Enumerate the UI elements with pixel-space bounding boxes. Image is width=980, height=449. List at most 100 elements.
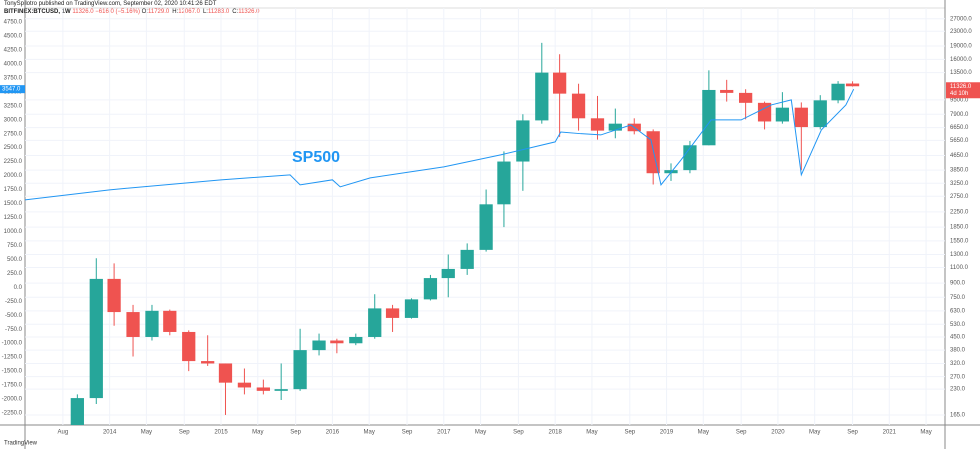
x-tick-label: 2015 (214, 430, 228, 436)
ohlc-value: 11326.0 (238, 9, 260, 15)
candle-body (312, 340, 326, 351)
candle-body (739, 92, 753, 103)
y2-tick-label: 4650.0 (950, 153, 969, 159)
y-tick-label: 750.0 (7, 243, 23, 249)
ohlc-key: H: (172, 9, 179, 15)
y2-tick-label: 1850.0 (950, 225, 969, 231)
candle-body (720, 89, 734, 93)
y-tick-label: -2250.0 (2, 411, 23, 417)
price-tag-bg (946, 82, 980, 99)
y2-tick-label: 23000.0 (950, 29, 972, 35)
candle-body (330, 340, 344, 344)
candle-body (794, 107, 808, 128)
candle-body (831, 83, 845, 101)
y-tick-label: -2000.0 (2, 397, 23, 403)
y-tick-label: 4500.0 (4, 34, 23, 40)
candle-body (89, 278, 103, 399)
candle-body (385, 308, 400, 318)
candle-body (813, 100, 827, 128)
x-tick-label: 2021 (883, 430, 897, 436)
ohlc: O:11729.0 H:12067.0 L:11283.0 C:11326.0 (142, 9, 263, 15)
candle-body (702, 89, 716, 146)
x-tick-label: Sep (290, 430, 301, 436)
y-tick-label: 2750.0 (4, 131, 23, 137)
y-tick-label: -1750.0 (2, 383, 23, 389)
y2-tick-label: 750.0 (950, 295, 966, 301)
candle-body (237, 382, 252, 388)
series-tag-bg (0, 85, 25, 94)
y2-tick-label: 5650.0 (950, 138, 969, 144)
candle-body (535, 72, 549, 121)
ohlc-value: 12067.0 (178, 9, 200, 15)
candle-body (201, 361, 215, 364)
ohlc-value: 11283.0 (207, 9, 230, 15)
axes: 4750.04500.04250.04000.03750.03500.03250… (0, 16, 980, 436)
y-tick-label: 4250.0 (4, 47, 23, 53)
x-tick-label: Sep (179, 430, 190, 436)
candle-body (293, 350, 307, 390)
x-tick-label: Sep (736, 430, 747, 436)
x-tick-label: 2016 (326, 430, 340, 436)
price-tag: 11326.0 (950, 84, 972, 90)
y-tick-label: 250.0 (7, 271, 23, 277)
countdown: 4d 10h (950, 91, 968, 97)
y2-tick-label: 2750.0 (950, 194, 969, 200)
candle-body (571, 93, 586, 119)
y-tick-label: 2000.0 (4, 173, 23, 179)
candle-body (145, 310, 159, 337)
candle-body (757, 102, 772, 122)
y-tick-label: 2250.0 (4, 159, 23, 165)
candle-body (107, 278, 121, 313)
y2-tick-label: 900.0 (950, 281, 966, 287)
x-tick-label: May (920, 430, 931, 436)
ohlc-key: L: (202, 9, 208, 15)
y-tick-label: -1250.0 (2, 355, 23, 361)
candle-body (349, 336, 363, 344)
x-tick-label: 2017 (437, 430, 451, 436)
y-tick-label: -750.0 (5, 327, 23, 333)
x-tick-label: May (586, 430, 597, 436)
last: 11326.0 (72, 9, 94, 15)
candle-body (497, 161, 511, 205)
y2-tick-label: 1300.0 (950, 252, 969, 258)
x-tick-label: Sep (402, 430, 413, 436)
candle-body (70, 398, 84, 425)
x-tick-label: May (363, 430, 374, 436)
plot (25, 42, 860, 425)
y2-tick-label: 3850.0 (950, 168, 969, 174)
y2-tick-label: 450.0 (950, 335, 966, 341)
x-tick-label: Aug (58, 430, 69, 436)
candle-body (218, 363, 233, 383)
ohlc-key: O: (141, 9, 148, 15)
sp500-line (25, 88, 855, 201)
y-tick-label: 3250.0 (4, 103, 23, 109)
symbol-line: BITFINEX:BTCUSD, 1W 11326.0 −616.0 (−5.1… (4, 9, 262, 15)
y-tick-label: 1250.0 (4, 215, 23, 221)
candle-body (608, 123, 622, 131)
change: −616.0 (−5.16%) (95, 9, 140, 15)
candle-body (683, 145, 697, 171)
y-tick-label: 4000.0 (4, 61, 23, 67)
candle-body (274, 389, 288, 391)
candle-body (775, 107, 790, 122)
y2-tick-label: 230.0 (950, 387, 966, 393)
symbol: BITFINEX:BTCUSD, 1W (4, 9, 71, 15)
publisher: TonySpilotro published on TradingView.co… (4, 1, 217, 7)
y-tick-label: -250.0 (5, 299, 23, 305)
x-tick-label: 2014 (103, 430, 117, 436)
x-tick-label: 2019 (660, 430, 674, 436)
y2-tick-label: 19000.0 (950, 44, 972, 50)
annotation: SP500 (292, 149, 340, 166)
x-tick-label: May (809, 430, 820, 436)
y2-tick-label: 1550.0 (950, 238, 969, 244)
x-tick-label: Sep (624, 430, 635, 436)
y2-tick-label: 320.0 (950, 361, 966, 367)
y-tick-label: 1000.0 (4, 229, 23, 235)
y2-tick-label: 2250.0 (950, 209, 969, 215)
x-tick-label: May (475, 430, 486, 436)
candle-body (163, 310, 177, 332)
x-tick-label: May (252, 430, 263, 436)
y-tick-label: -1000.0 (2, 341, 23, 347)
x-tick-label: May (141, 430, 152, 436)
